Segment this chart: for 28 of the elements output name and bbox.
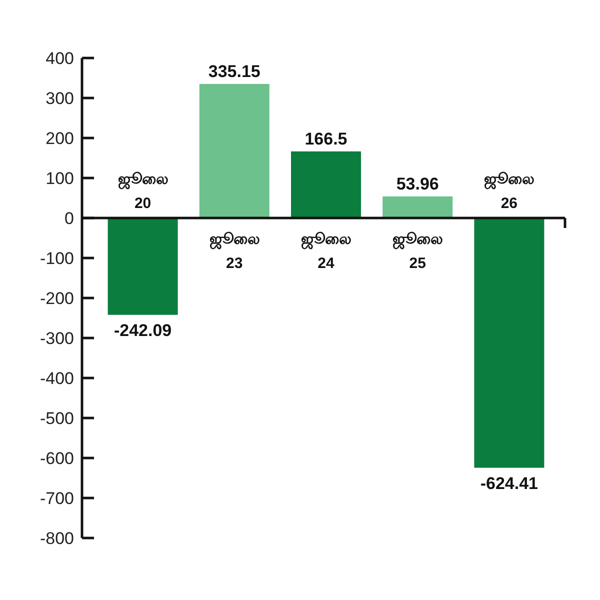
- x-tick-label: ஜூலை 20: [118, 171, 168, 212]
- y-tick-label: 300: [46, 89, 74, 108]
- y-tick-label: -800: [40, 529, 74, 548]
- x-tick-label: ஜூலை 25: [392, 231, 443, 272]
- data-label: 53.96: [396, 174, 439, 194]
- bar: [382, 196, 453, 218]
- y-tick-label: 400: [46, 49, 74, 68]
- data-label: -624.41: [480, 474, 538, 493]
- data-label: -242.09: [114, 320, 172, 340]
- bar: [199, 84, 270, 218]
- data-label: 335.15: [208, 62, 260, 81]
- y-tick-label: -200: [40, 289, 74, 308]
- x-tick-label: ஜூலை 26: [484, 171, 534, 212]
- x-tick-label: ஜூலை 24: [301, 231, 351, 272]
- data-label: 166.5: [304, 129, 348, 148]
- y-tick-label: -600: [40, 449, 74, 468]
- y-tick-label: -700: [40, 489, 74, 508]
- y-tick-label: 200: [46, 129, 74, 148]
- y-tick-label: -100: [40, 249, 74, 268]
- bar: [291, 151, 361, 218]
- x-tick-label: ஜூலை 23: [209, 231, 260, 272]
- y-tick-label: -500: [40, 409, 74, 428]
- y-tick-label: 0: [64, 209, 74, 228]
- bar: [474, 218, 544, 468]
- y-tick-label: 100: [46, 169, 74, 188]
- y-tick-label: -300: [40, 329, 74, 348]
- y-tick-label: -400: [40, 369, 74, 388]
- bar: [108, 218, 178, 315]
